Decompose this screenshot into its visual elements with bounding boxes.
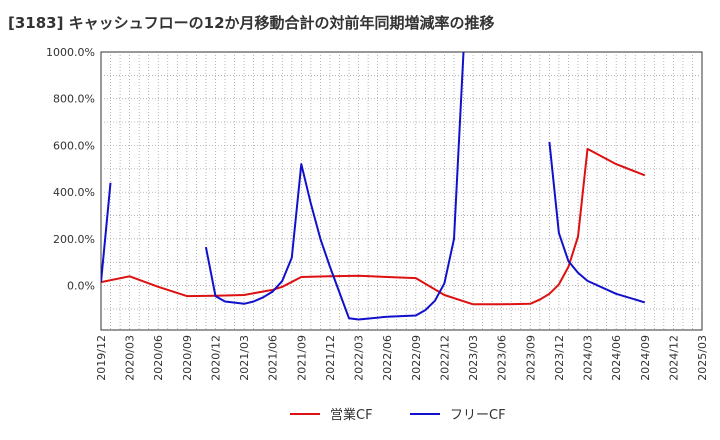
y-tick-label: 200.0%	[53, 233, 95, 246]
x-tick-label: 2020/03	[124, 335, 137, 381]
y-tick-label: 0.0%	[67, 280, 95, 293]
x-tick-label: 2022/06	[381, 335, 394, 381]
x-tick-label: 2024/09	[639, 335, 652, 381]
legend: 営業CF フリーCF	[290, 407, 506, 423]
plot-area	[100, 51, 703, 331]
x-tick-label: 2024/06	[610, 335, 623, 381]
x-tick-label: 2025/03	[696, 335, 709, 381]
legend-label-free-cf: フリーCF	[450, 408, 506, 423]
legend-label-operating-cf: 営業CF	[330, 407, 373, 423]
series-line-free-cf	[548, 141, 646, 304]
x-tick-label: 2021/06	[267, 335, 280, 381]
y-tick-labels: 0.0% 200.0% 400.0% 600.0% 800.0% 1000.0%	[46, 46, 95, 293]
y-tick-label: 600.0%	[53, 139, 95, 152]
y-tick-label: 800.0%	[53, 93, 95, 106]
series-line-free-cf	[204, 52, 465, 321]
grid-lines	[101, 52, 702, 330]
y-tick-label: 1000.0%	[46, 46, 95, 59]
series-layer	[101, 52, 646, 321]
x-tick-label: 2020/12	[209, 335, 222, 381]
x-tick-label: 2023/09	[524, 335, 537, 381]
plot-frame	[100, 51, 703, 331]
x-tick-label: 2021/03	[238, 335, 251, 381]
x-tick-label: 2022/03	[353, 335, 366, 381]
series-line-free-cf	[101, 182, 112, 283]
x-tick-label: 2022/09	[410, 335, 423, 381]
x-tick-labels: 2019/12 2020/03 2020/06 2020/09 2020/12 2021/…	[95, 335, 709, 381]
x-tick-label: 2023/12	[553, 335, 566, 381]
x-tick-label: 2024/03	[582, 335, 595, 381]
x-tick-label: 2023/06	[496, 335, 509, 381]
x-tick-label: 2021/09	[295, 335, 308, 381]
x-tick-label: 2019/12	[95, 335, 108, 381]
x-tick-label: 2020/06	[152, 335, 165, 381]
y-tick-label: 400.0%	[53, 186, 95, 199]
x-tick-label: 2022/12	[438, 335, 451, 381]
x-tick-label: 2023/03	[467, 335, 480, 381]
x-tick-label: 2020/09	[181, 335, 194, 381]
x-tick-label: 2024/12	[667, 335, 680, 381]
chart-title: [3183] キャッシュフローの12か月移動合計の対前年同期増減率の推移	[8, 14, 495, 32]
x-tick-label: 2021/12	[324, 335, 337, 381]
